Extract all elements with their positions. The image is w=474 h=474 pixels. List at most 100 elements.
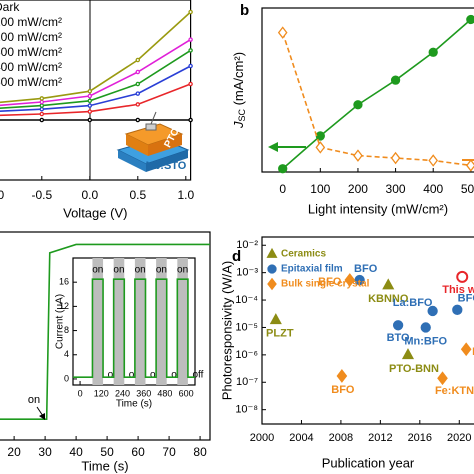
on-band <box>134 258 146 385</box>
legend-label: Epitaxial film <box>281 264 343 275</box>
highlight-label: This work <box>442 284 474 296</box>
legend-label: Ceramics <box>281 249 326 260</box>
y-tick-label: 10⁻⁷ <box>236 376 258 388</box>
marker <box>427 305 438 317</box>
marker <box>401 348 415 360</box>
x-axis-label: Voltage (V) <box>63 205 127 220</box>
point-label: KBNNO <box>368 293 409 305</box>
marker <box>188 48 193 53</box>
series-line <box>73 278 195 378</box>
substrate-front <box>146 150 188 172</box>
plot-frame <box>72 257 196 386</box>
point-label: BFO <box>331 384 355 396</box>
y-tick-label: 10⁻³ <box>236 267 258 279</box>
x-tick-label: 360 <box>136 388 151 398</box>
panel-label: d <box>232 248 241 265</box>
marker <box>135 117 141 123</box>
x-tick-label: 600 <box>179 388 194 398</box>
marker <box>188 117 193 123</box>
marker <box>344 273 356 287</box>
x-tick-label: 70 <box>162 445 176 459</box>
device-schematic <box>116 111 190 172</box>
off-label: off <box>192 370 203 381</box>
film-side <box>126 134 148 156</box>
marker <box>39 99 45 105</box>
y-axis-label: Photoresponsivity (W/A) <box>219 261 234 400</box>
y-tick-label: 12 <box>59 301 69 311</box>
on-band <box>92 258 104 385</box>
marker <box>353 100 363 110</box>
annotation: on <box>28 394 40 406</box>
x-tick-label: 20 <box>7 445 21 459</box>
y-axis-label-unit: (mA/cm²) <box>231 52 246 109</box>
x-tick-label: 0 <box>279 182 286 196</box>
marker <box>278 164 288 174</box>
point-label: Mn:BFO <box>404 335 447 347</box>
marker <box>39 111 45 117</box>
legend-marker <box>267 277 277 291</box>
x-tick-label: 0.5 <box>129 188 146 202</box>
marker <box>420 322 431 333</box>
on-label: on <box>156 265 167 276</box>
legend-label: 500 mW/cm² <box>0 75 62 89</box>
y-tick-label: 10⁻⁶ <box>235 349 258 361</box>
marker <box>135 69 141 75</box>
legend-label: 300 mW/cm² <box>0 45 62 59</box>
marker <box>315 141 326 154</box>
y-tick-label: 10⁻⁸ <box>235 404 258 416</box>
marker <box>135 91 141 96</box>
marker <box>87 109 93 114</box>
x-tick-label: 0 <box>78 388 83 398</box>
y-tick-label: 8 <box>64 325 69 335</box>
marker <box>315 131 325 141</box>
electrode <box>145 123 157 131</box>
marker <box>428 154 439 167</box>
point-label: Fe:KTN <box>435 385 474 397</box>
marker <box>382 278 395 290</box>
x-tick-label: 120 <box>94 388 109 398</box>
x-tick-label: 1.0 <box>177 188 194 202</box>
marker <box>87 117 93 123</box>
x-tick-label: -0.5 <box>31 188 52 202</box>
legend-label: 200 mW/cm² <box>0 30 62 44</box>
marker <box>390 75 401 85</box>
substrate-side <box>118 150 146 172</box>
point-label: BFO <box>354 263 378 275</box>
marker <box>39 117 45 123</box>
x-tick-label: 30 <box>38 445 52 459</box>
legend-marker <box>266 247 278 258</box>
marker <box>392 320 404 331</box>
series-line <box>281 32 471 167</box>
legend-label: Dark <box>0 0 20 14</box>
x-tick-label: -1.0 <box>0 188 4 202</box>
marker <box>87 88 93 94</box>
marker <box>87 93 93 99</box>
y-tick-label: 4 <box>64 349 69 359</box>
y-tick-label: 10⁻⁵ <box>235 321 258 333</box>
marker <box>188 9 193 15</box>
point-label: La:BFO <box>393 297 433 309</box>
marker <box>135 81 141 87</box>
annotation-arrow-head <box>39 413 45 420</box>
y-tick-label: 10⁻⁴ <box>235 294 258 306</box>
point-label: BTO <box>387 332 410 344</box>
marker <box>437 371 448 386</box>
marker <box>353 149 363 162</box>
marker <box>188 81 193 87</box>
y-axis-label-symbol: J <box>231 121 246 129</box>
x-tick-label: 0.0 <box>81 188 98 202</box>
series-line <box>282 18 472 170</box>
x-axis-label: Publication year <box>322 455 415 470</box>
plot-frame <box>261 7 474 173</box>
marker <box>390 151 401 165</box>
on-label: on <box>113 265 124 276</box>
point-label: PE <box>472 346 474 358</box>
x-tick-label: 100 <box>310 182 330 196</box>
marker <box>336 369 348 383</box>
marker <box>269 313 282 325</box>
x-tick-label: 200 <box>348 182 368 196</box>
y-axis-label: Current (μA) <box>55 294 66 349</box>
x-tick-label: 50 <box>100 445 114 459</box>
marker <box>428 47 438 57</box>
panel-label: b <box>240 2 249 19</box>
